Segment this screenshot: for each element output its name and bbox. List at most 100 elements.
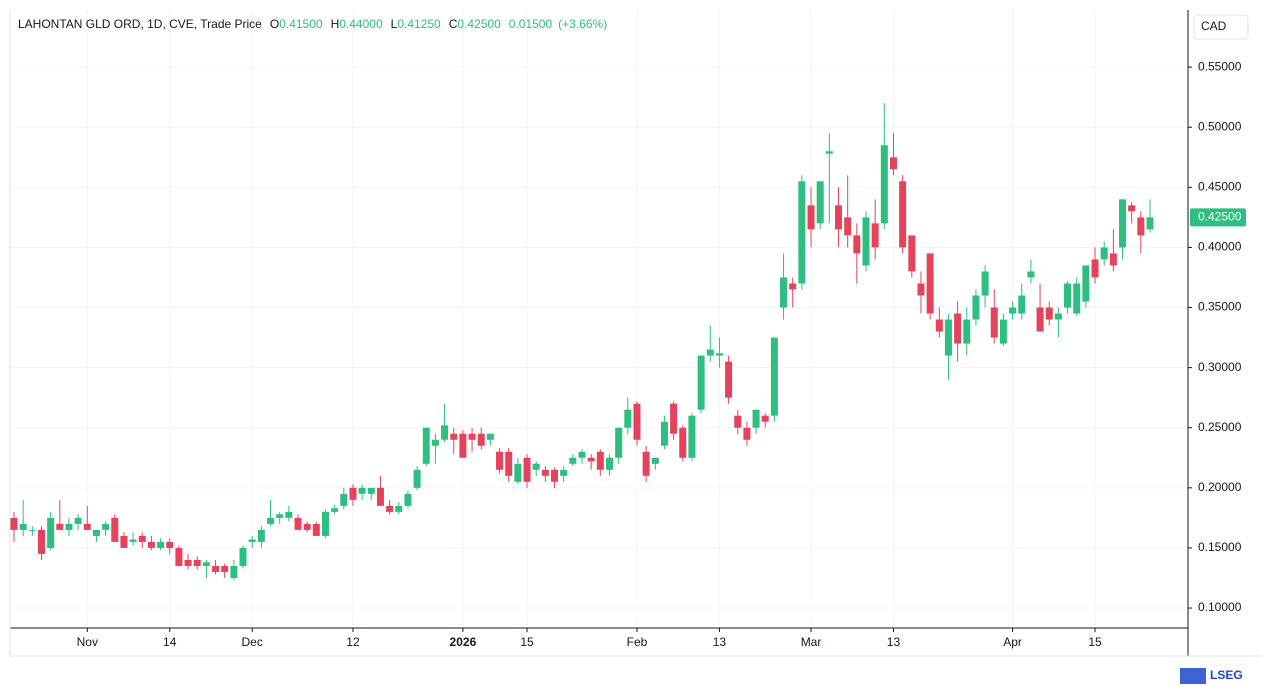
candle-body — [202, 562, 210, 566]
y-tick-label: 0.15000 — [1198, 540, 1242, 554]
candle-body — [441, 425, 449, 440]
candles — [10, 103, 1154, 581]
ohlc-label: O — [270, 17, 279, 31]
candle-body — [1009, 307, 1017, 314]
candle-body — [349, 487, 357, 500]
candle-body — [147, 541, 155, 548]
y-tick-label: 0.25000 — [1198, 420, 1242, 434]
candle-body — [569, 457, 577, 464]
candle-body — [761, 415, 769, 422]
candle-body — [321, 511, 329, 536]
candle-body — [908, 235, 916, 272]
last-price-tag: 0.42500 — [1190, 208, 1246, 227]
candle-body — [1146, 217, 1154, 230]
candle-body — [56, 523, 64, 530]
candle-body — [835, 205, 843, 230]
ohlc-value: 0.44000 — [339, 17, 383, 31]
x-tick-label: Mar — [801, 635, 822, 649]
candle-body — [1054, 313, 1062, 320]
grid — [10, 10, 1188, 628]
candle-body — [83, 523, 91, 530]
candle-body — [880, 145, 888, 224]
candle-body — [468, 433, 476, 440]
candle-body — [651, 457, 659, 464]
candle-body — [963, 319, 971, 344]
change-pct: (+3.66%) — [558, 17, 607, 31]
ohlc-value: 0.41500 — [279, 17, 323, 31]
currency: CAD — [1201, 19, 1227, 33]
chart-title: LAHONTAN GLD ORD, 1D, CVE, Trade Price — [18, 17, 262, 31]
ohlc-value: 0.42500 — [457, 17, 501, 31]
candle-body — [331, 508, 339, 512]
price-tag-label: 0.42500 — [1198, 210, 1242, 224]
candle-body — [642, 451, 650, 476]
brand: LSEG — [1210, 668, 1243, 682]
candle-body — [395, 505, 403, 512]
candle-body — [981, 271, 989, 296]
candle-body — [551, 469, 559, 482]
candle-body — [1036, 307, 1044, 332]
candle-body — [267, 517, 275, 524]
candle-body — [789, 283, 797, 290]
x-tick-label: 13 — [713, 635, 727, 649]
candle-body — [624, 409, 632, 428]
candle-body — [10, 517, 18, 530]
candle-body — [605, 457, 613, 470]
y-tick-label: 0.35000 — [1198, 300, 1242, 314]
x-tick-label: Feb — [627, 635, 648, 649]
candle-body — [102, 523, 110, 530]
candle-body — [367, 487, 375, 494]
y-tick-label: 0.30000 — [1198, 360, 1242, 374]
x-tick-label: 15 — [1088, 635, 1102, 649]
candle-body — [450, 433, 458, 440]
x-tick-label: Apr — [1003, 635, 1022, 649]
candle-body — [1027, 271, 1035, 278]
candle-body — [889, 157, 897, 170]
candle-body — [715, 353, 723, 356]
candle-body — [596, 451, 604, 470]
candle-body — [92, 529, 100, 536]
logo-mark — [1180, 668, 1206, 684]
candle-body — [175, 547, 183, 566]
candle-body — [523, 457, 531, 482]
brand-logo: LSEG — [1180, 668, 1243, 684]
candle-body — [276, 514, 284, 518]
y-tick-label: 0.40000 — [1198, 240, 1242, 254]
y-tick-label: 0.20000 — [1198, 480, 1242, 494]
candle-body — [725, 361, 733, 398]
candle-body — [248, 539, 256, 542]
y-tick-label: 0.55000 — [1198, 59, 1242, 73]
candle-body — [514, 463, 522, 482]
candle-body — [926, 253, 934, 314]
candle-body — [697, 355, 705, 410]
candle-body — [239, 547, 247, 566]
candle-body — [386, 505, 394, 512]
candle-body — [1064, 283, 1072, 308]
ohlc-label: C — [449, 17, 458, 31]
currency-box[interactable] — [1193, 14, 1249, 40]
candle-body — [376, 487, 384, 506]
candle-body — [734, 415, 742, 428]
candle-body — [688, 415, 696, 458]
candle-body — [1128, 205, 1136, 212]
candle-body — [1073, 283, 1081, 314]
candle-body — [1119, 199, 1127, 248]
candle-body — [944, 319, 952, 356]
candle-body — [633, 403, 641, 440]
candle-body — [752, 409, 760, 428]
candle-body — [477, 433, 485, 446]
candle-body — [743, 427, 751, 440]
candle-body — [129, 539, 137, 542]
candle-body — [28, 529, 36, 531]
candle-body — [459, 433, 467, 458]
candle-body — [413, 469, 421, 488]
candle-body — [358, 487, 366, 494]
price-tag-box — [1190, 208, 1246, 227]
candle-body — [111, 517, 119, 542]
candle-body — [230, 565, 238, 578]
candle-body — [660, 421, 668, 446]
x-tick-label: 14 — [163, 635, 177, 649]
candle-body — [294, 517, 302, 530]
